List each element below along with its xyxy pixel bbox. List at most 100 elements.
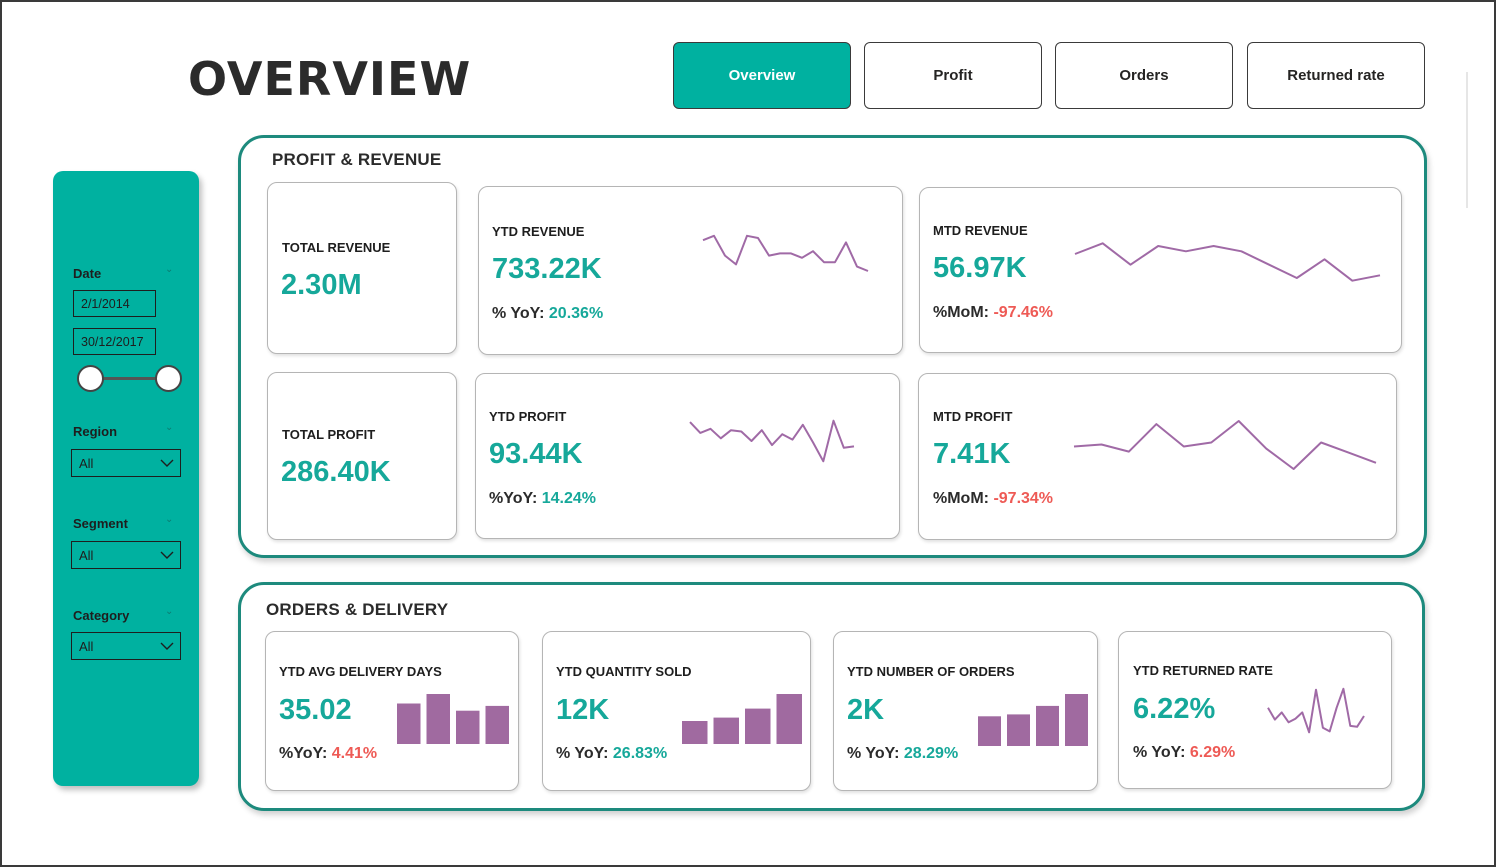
ytd-profit-value: 93.44K — [489, 438, 583, 470]
returned-rate-change-label: % YoY: — [1133, 744, 1186, 761]
mtd-profit-sparkline — [1073, 420, 1377, 470]
ytd-revenue-card[interactable]: YTD REVENUE 733.22K % YoY: 20.36% — [478, 186, 903, 355]
quantity-sold-change-value: 26.83% — [612, 745, 668, 762]
date-slider-end-handle[interactable] — [155, 365, 182, 392]
sparkline-series — [702, 234, 869, 272]
mtd-revenue-change: %MoM: -97.46% — [933, 304, 1053, 322]
bar-2 — [1036, 705, 1059, 746]
mtd-revenue-card[interactable]: MTD REVENUE 56.97K %MoM: -97.46% — [919, 187, 1402, 353]
mtd-revenue-value: 56.97K — [933, 252, 1027, 284]
returned-rate-card[interactable]: YTD RETURNED RATE 6.22% % YoY: 6.29% — [1118, 631, 1392, 789]
bar-0 — [978, 716, 1001, 746]
bar-2 — [745, 708, 771, 744]
quantity-sold-bar-chart — [682, 694, 802, 744]
ytd-profit-change: %YoY: 14.24% — [489, 490, 596, 508]
ytd-revenue-value: 733.22K — [492, 253, 602, 285]
chevron-down-icon[interactable]: ⌄ — [165, 606, 174, 617]
ytd-revenue-title: YTD REVENUE — [492, 224, 585, 239]
ytd-revenue-change-value: 20.36% — [548, 305, 604, 322]
orders-delivery-title: ORDERS & DELIVERY — [266, 600, 449, 619]
mtd-revenue-change-value: -97.46% — [993, 304, 1054, 321]
number-of-orders-bar-chart — [978, 694, 1088, 746]
ytd-revenue-change-label: % YoY: — [492, 305, 545, 322]
chevron-down-icon — [160, 551, 174, 559]
bar-0 — [397, 703, 421, 744]
end-date-input[interactable]: 30/12/2017 — [73, 328, 156, 355]
segment-dropdown[interactable]: All — [71, 541, 181, 569]
returned-rate-change-value: 6.29% — [1189, 744, 1236, 761]
chevron-down-icon — [160, 642, 174, 650]
quantity-sold-title: YTD QUANTITY SOLD — [556, 664, 692, 679]
returned-rate-sparkline — [1267, 687, 1365, 734]
profit-revenue-title: PROFIT & REVENUE — [272, 150, 442, 169]
page-title: OVERVIEW — [188, 52, 472, 106]
date-range-slider-track[interactable] — [91, 377, 169, 380]
avg-delivery-bar-chart — [397, 694, 509, 744]
total-profit-title: TOTAL PROFIT — [282, 427, 376, 442]
bar-3 — [1065, 694, 1088, 746]
scrollbar[interactable] — [1466, 72, 1468, 208]
ytd-profit-sparkline — [689, 419, 855, 463]
start-date-input[interactable]: 2/1/2014 — [73, 290, 156, 317]
total-profit-card[interactable]: TOTAL PROFIT 286.40K — [267, 372, 457, 540]
number-of-orders-value: 2K — [847, 694, 885, 726]
mtd-profit-change: %MoM: -97.34% — [933, 490, 1053, 508]
mtd-profit-change-value: -97.34% — [993, 490, 1054, 507]
avg-delivery-change-label: %YoY: — [279, 745, 328, 762]
tab-overview[interactable]: Overview — [673, 42, 851, 109]
number-of-orders-change-label: % YoY: — [847, 745, 900, 762]
bar-3 — [776, 694, 802, 744]
ytd-profit-title: YTD PROFIT — [489, 409, 567, 424]
filter-sidebar: Date ⌄ 2/1/2014 30/12/2017 Region ⌄ All … — [53, 171, 199, 786]
category-dropdown-value: All — [79, 639, 94, 654]
sparkline-series — [1267, 687, 1365, 734]
chevron-down-icon[interactable]: ⌄ — [165, 514, 174, 525]
returned-rate-title: YTD RETURNED RATE — [1133, 663, 1273, 678]
bar-1 — [1007, 714, 1030, 746]
number-of-orders-title: YTD NUMBER OF ORDERS — [847, 664, 1015, 679]
bar-0 — [682, 721, 708, 744]
category-dropdown[interactable]: All — [71, 632, 181, 660]
ytd-revenue-sparkline — [702, 234, 869, 272]
returned-rate-change: % YoY: 6.29% — [1133, 744, 1235, 762]
chevron-down-icon[interactable]: ⌄ — [165, 422, 174, 433]
mtd-profit-title: MTD PROFIT — [933, 409, 1013, 424]
region-dropdown-value: All — [79, 456, 94, 471]
sparkline-series — [1073, 420, 1377, 470]
date-slider-start-handle[interactable] — [77, 365, 104, 392]
ytd-profit-card[interactable]: YTD PROFIT 93.44K %YoY: 14.24% — [475, 373, 900, 539]
number-of-orders-change-value: 28.29% — [903, 745, 959, 762]
number-of-orders-change: % YoY: 28.29% — [847, 745, 958, 763]
bar-1 — [713, 717, 739, 744]
chevron-down-icon — [160, 459, 174, 467]
avg-delivery-change-value: 4.41% — [331, 745, 378, 762]
mtd-revenue-sparkline — [1074, 242, 1381, 282]
ytd-profit-change-label: %YoY: — [489, 490, 538, 507]
total-revenue-card[interactable]: TOTAL REVENUE 2.30M — [267, 182, 457, 354]
bar-2 — [456, 710, 480, 744]
mtd-profit-value: 7.41K — [933, 438, 1011, 470]
segment-filter-label: Segment — [73, 516, 128, 531]
tab-returned-rate[interactable]: Returned rate — [1247, 42, 1425, 109]
region-filter-label: Region — [73, 424, 118, 439]
quantity-sold-change: % YoY: 26.83% — [556, 745, 667, 763]
tab-orders[interactable]: Orders — [1055, 42, 1233, 109]
bar-1 — [426, 694, 450, 744]
total-revenue-title: TOTAL REVENUE — [282, 240, 391, 255]
chevron-down-icon[interactable]: ⌄ — [165, 264, 174, 275]
mtd-profit-change-label: %MoM: — [933, 490, 989, 507]
avg-delivery-title: YTD AVG DELIVERY DAYS — [279, 664, 442, 679]
mtd-revenue-title: MTD REVENUE — [933, 223, 1028, 238]
tab-profit[interactable]: Profit — [864, 42, 1042, 109]
avg-delivery-card[interactable]: YTD AVG DELIVERY DAYS 35.02 %YoY: 4.41% — [265, 631, 519, 791]
number-of-orders-card[interactable]: YTD NUMBER OF ORDERS 2K % YoY: 28.29% — [833, 631, 1098, 791]
sparkline-series — [689, 419, 855, 463]
quantity-sold-card[interactable]: YTD QUANTITY SOLD 12K % YoY: 26.83% — [542, 631, 811, 791]
mtd-profit-card[interactable]: MTD PROFIT 7.41K %MoM: -97.34% — [918, 373, 1397, 540]
total-revenue-value: 2.30M — [281, 269, 362, 301]
quantity-sold-change-label: % YoY: — [556, 745, 609, 762]
region-dropdown[interactable]: All — [71, 449, 181, 477]
ytd-profit-change-value: 14.24% — [541, 490, 597, 507]
bar-3 — [485, 705, 509, 744]
